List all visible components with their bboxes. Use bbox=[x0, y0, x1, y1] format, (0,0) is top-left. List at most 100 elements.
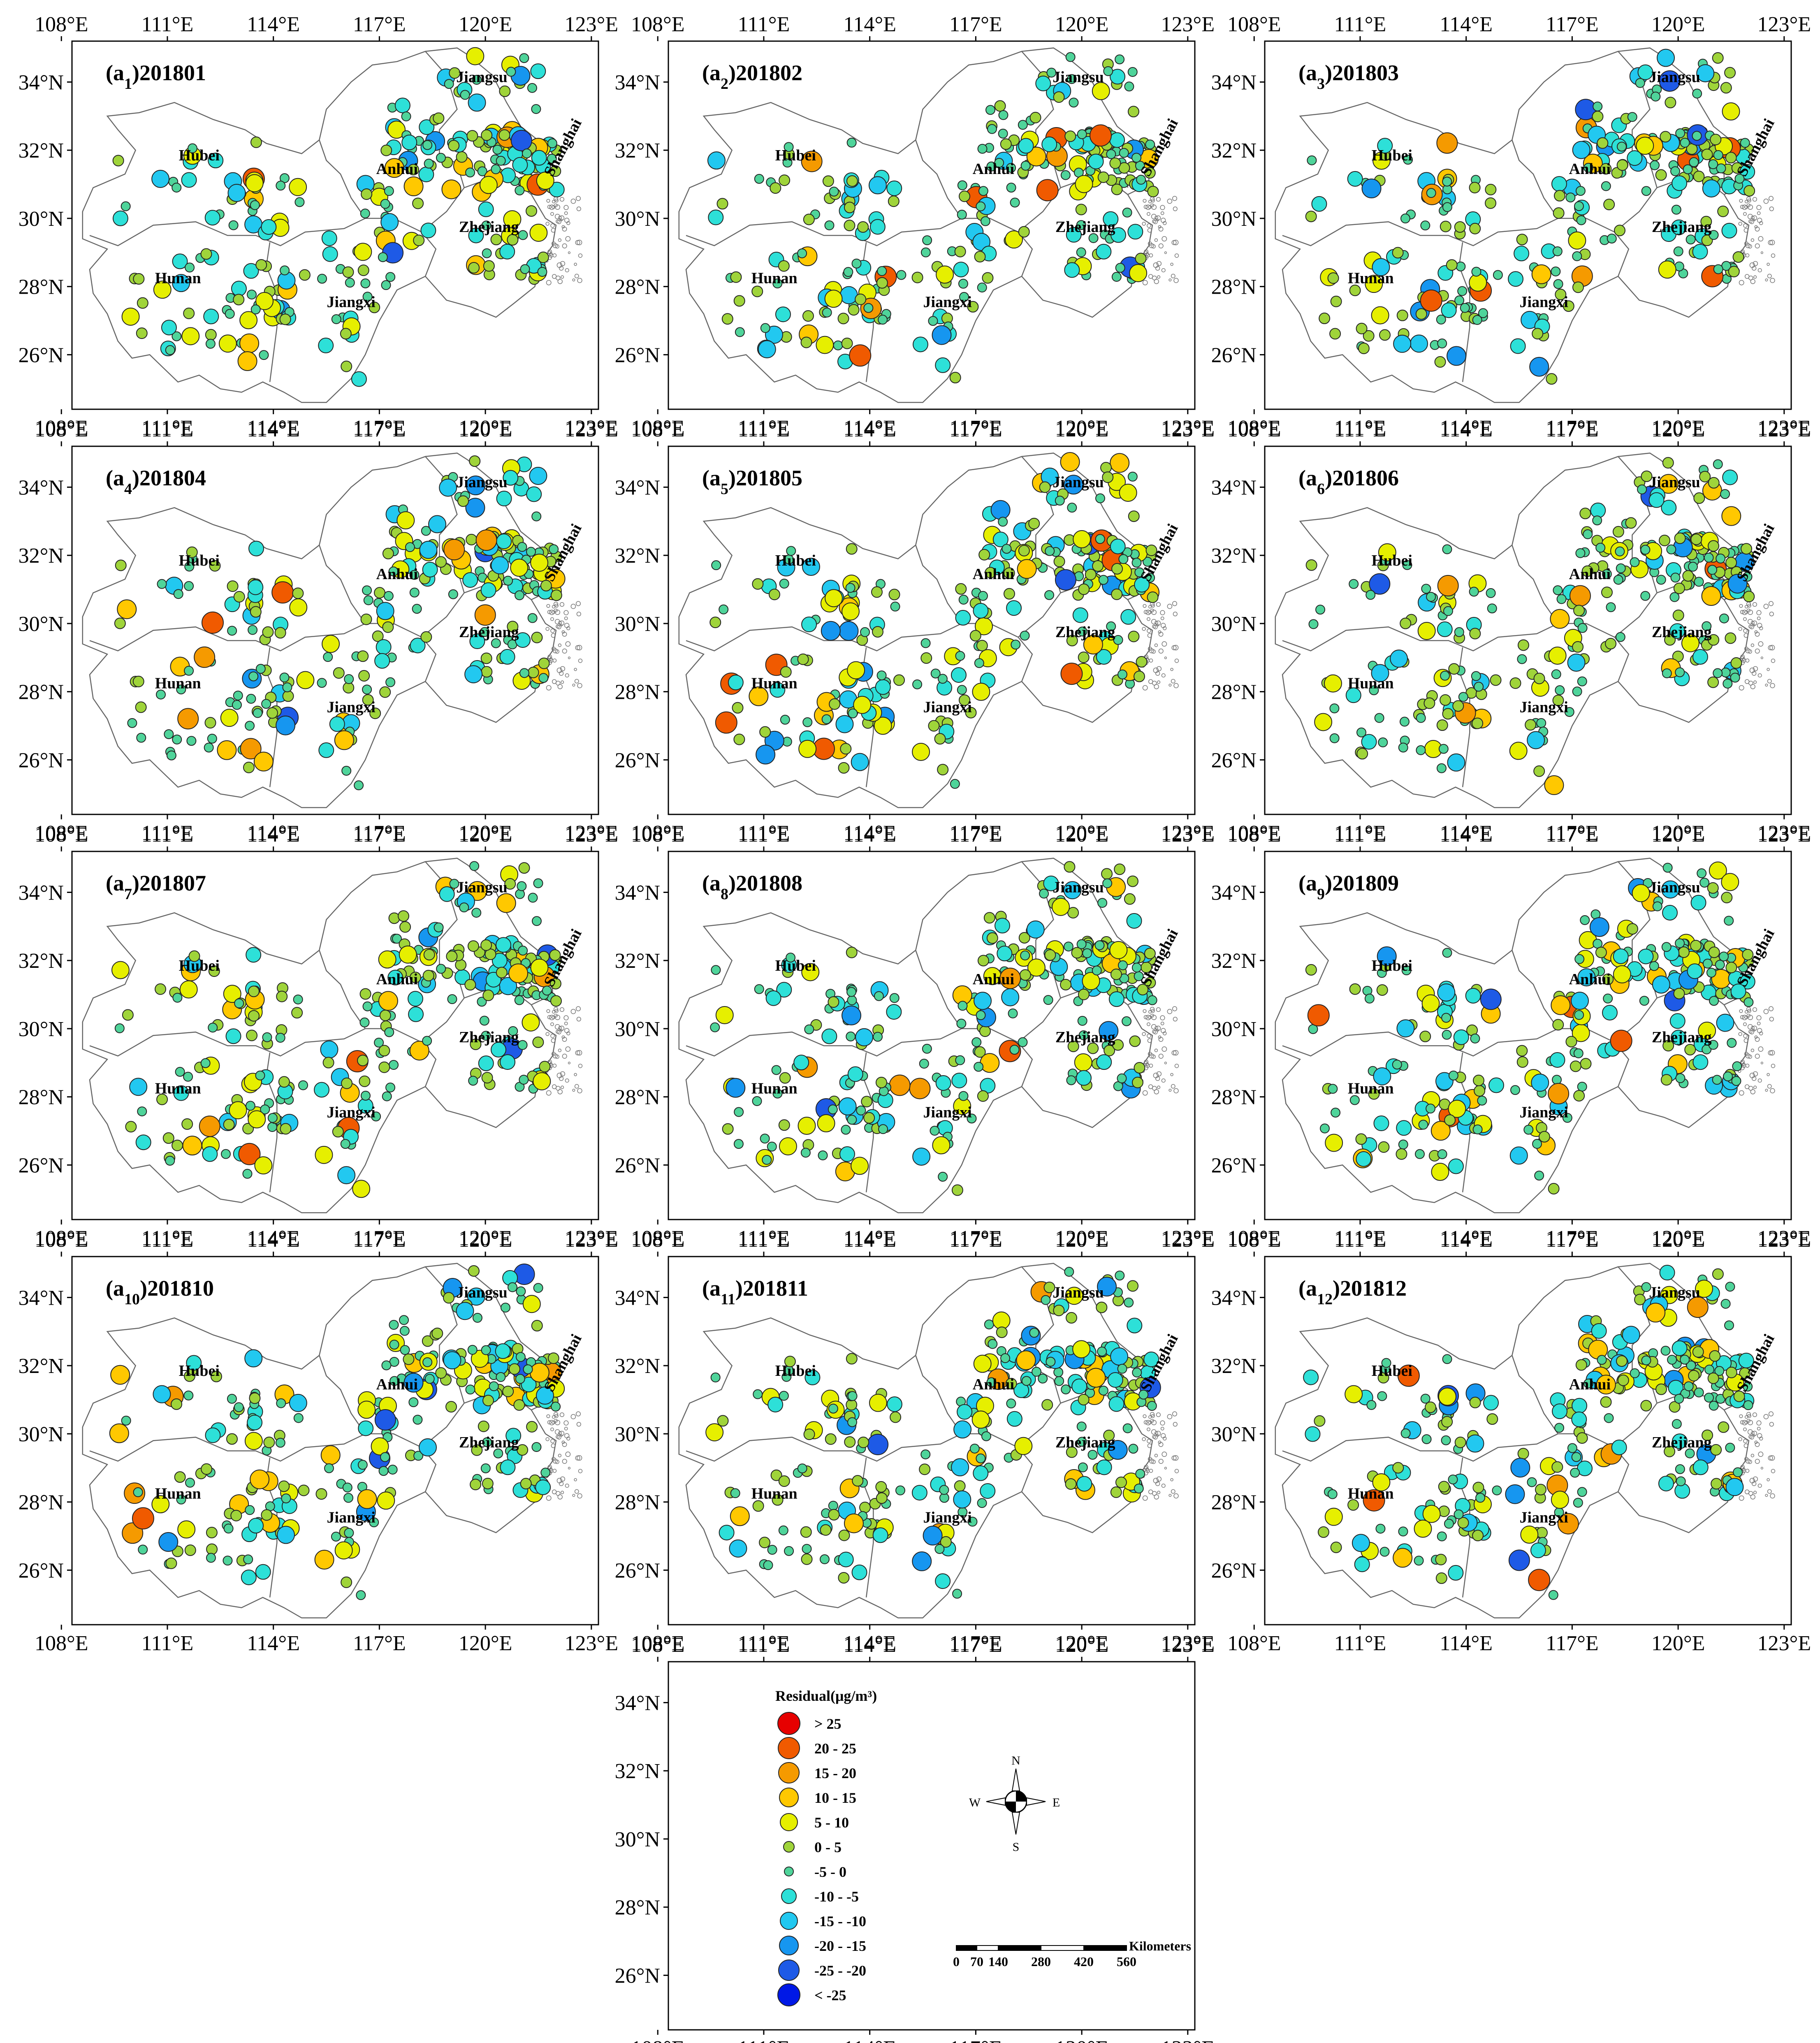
island bbox=[1151, 244, 1156, 249]
station-marker bbox=[420, 631, 432, 643]
station-marker bbox=[435, 556, 447, 568]
station-marker bbox=[977, 955, 989, 967]
station-marker bbox=[522, 1295, 541, 1313]
station-marker bbox=[1403, 155, 1413, 165]
scale-unit: Kilometers bbox=[1129, 1939, 1191, 1953]
island bbox=[1755, 648, 1760, 654]
station-marker bbox=[1396, 309, 1408, 321]
island bbox=[1767, 262, 1770, 266]
station-marker bbox=[1469, 628, 1481, 640]
station-marker bbox=[1375, 1524, 1386, 1534]
station-marker bbox=[276, 181, 286, 191]
station-marker bbox=[1665, 97, 1676, 109]
island bbox=[566, 221, 570, 225]
station-marker bbox=[1113, 635, 1123, 645]
island bbox=[1146, 212, 1150, 216]
station-marker bbox=[206, 1553, 216, 1563]
island bbox=[1744, 274, 1750, 279]
station-marker bbox=[1630, 1368, 1640, 1378]
lon-tick-label-top: 117°E bbox=[353, 418, 406, 441]
station-marker bbox=[1555, 288, 1567, 300]
lon-tick-label-top: 120°E bbox=[1055, 1228, 1109, 1252]
station-marker bbox=[1110, 1486, 1122, 1498]
station-marker bbox=[472, 1313, 482, 1323]
station-marker bbox=[778, 260, 790, 272]
station-marker bbox=[1420, 289, 1442, 312]
station-marker bbox=[1454, 627, 1464, 637]
map-panel: 108°E108°E111°E111°E114°E114°E117°E117°E… bbox=[19, 418, 618, 845]
station-marker bbox=[279, 313, 291, 325]
island bbox=[1156, 666, 1162, 672]
province-border bbox=[686, 218, 962, 246]
station-marker bbox=[352, 1180, 371, 1198]
lat-tick-label: 34°N bbox=[615, 71, 660, 94]
station-marker bbox=[475, 529, 497, 551]
station-marker bbox=[482, 989, 494, 1001]
station-marker bbox=[255, 259, 267, 271]
station-marker bbox=[230, 1510, 242, 1521]
station-marker bbox=[1727, 574, 1748, 594]
station-marker bbox=[344, 1528, 354, 1538]
station-marker bbox=[1533, 765, 1545, 777]
legend-symbol bbox=[783, 1841, 795, 1853]
lon-tick-label-bottom: 117°E bbox=[1546, 821, 1599, 845]
lon-tick-label-bottom: 114°E bbox=[843, 416, 896, 440]
station-marker bbox=[200, 1058, 211, 1068]
island bbox=[1143, 604, 1147, 608]
station-marker bbox=[1607, 233, 1617, 243]
station-marker bbox=[400, 1345, 410, 1355]
station-marker bbox=[1702, 958, 1713, 969]
compass-letter-s: S bbox=[1013, 1840, 1020, 1854]
station-marker bbox=[1659, 535, 1671, 547]
map-panel: 108°E108°E111°E111°E114°E114°E117°E117°E… bbox=[615, 13, 1215, 440]
station-marker bbox=[1131, 962, 1142, 973]
station-marker bbox=[719, 604, 729, 615]
station-marker bbox=[920, 638, 931, 648]
island bbox=[575, 196, 581, 201]
island bbox=[577, 645, 582, 651]
station-marker bbox=[208, 153, 224, 169]
lat-tick-label: 28°N bbox=[615, 1086, 660, 1109]
station-marker bbox=[972, 682, 990, 701]
province-label-hunan: Hunan bbox=[1348, 675, 1394, 692]
island bbox=[574, 668, 577, 671]
station-marker bbox=[1595, 543, 1606, 553]
island bbox=[1771, 659, 1776, 663]
station-marker bbox=[239, 311, 258, 329]
station-marker bbox=[540, 1468, 551, 1478]
lon-tick-label-bottom: 108°E bbox=[35, 821, 88, 845]
station-marker bbox=[1551, 266, 1561, 276]
station-marker bbox=[1065, 1478, 1077, 1490]
station-marker bbox=[1743, 591, 1755, 603]
province-label-jiangsu: Jiangsu bbox=[456, 1284, 508, 1301]
island bbox=[1143, 199, 1147, 203]
station-marker bbox=[245, 721, 255, 731]
station-marker bbox=[1704, 1392, 1714, 1403]
station-marker bbox=[1392, 1060, 1402, 1070]
station-marker bbox=[1470, 1033, 1480, 1044]
station-marker bbox=[1675, 667, 1685, 677]
province-border bbox=[915, 139, 962, 219]
station-marker bbox=[1556, 594, 1567, 604]
station-marker bbox=[1065, 52, 1076, 62]
station-marker bbox=[922, 1044, 932, 1054]
island bbox=[1746, 196, 1751, 202]
lon-tick-label-top: 114°E bbox=[843, 13, 896, 36]
station-marker bbox=[1119, 483, 1137, 502]
station-marker bbox=[1098, 575, 1108, 585]
lon-tick-label-top: 111°E bbox=[141, 13, 194, 36]
station-marker bbox=[362, 585, 372, 596]
lat-tick-label: 34°N bbox=[19, 881, 64, 904]
province-label-hunan: Hunan bbox=[751, 675, 798, 692]
station-marker bbox=[491, 164, 501, 174]
station-marker bbox=[322, 246, 338, 262]
island bbox=[547, 250, 551, 255]
station-marker bbox=[518, 862, 530, 874]
station-marker bbox=[1147, 591, 1159, 603]
station-marker bbox=[1523, 1125, 1534, 1135]
station-marker bbox=[721, 313, 733, 325]
station-marker bbox=[412, 197, 424, 209]
station-marker bbox=[136, 327, 148, 339]
station-marker bbox=[496, 155, 506, 166]
station-marker bbox=[1003, 588, 1015, 600]
